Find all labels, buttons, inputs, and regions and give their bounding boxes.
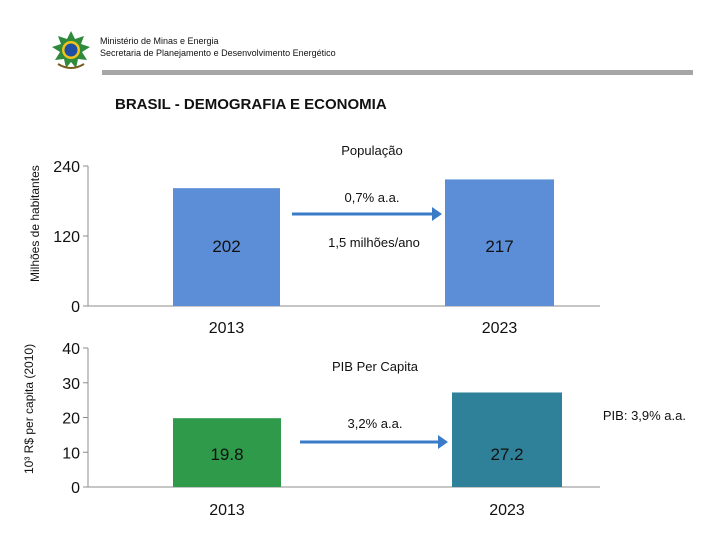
population-growth-arrow-head-icon <box>432 207 442 221</box>
pib-y-tick-label: 0 <box>71 480 80 497</box>
pib-category-label: 2023 <box>489 502 525 519</box>
population-chart-title: População <box>341 143 402 158</box>
pib-annotation: PIB: 3,9% a.a. <box>603 408 686 423</box>
pib-annotation: 3,2% a.a. <box>348 416 403 431</box>
pib-y-tick-label: 30 <box>62 376 80 393</box>
ministry-name: Ministério de Minas e Energia <box>100 36 219 46</box>
population-y-tick-label: 120 <box>53 229 80 246</box>
pib-bar-2013 <box>173 418 281 487</box>
pib-y-tick-label: 20 <box>62 411 80 428</box>
pib-y-tick-label: 10 <box>62 445 80 462</box>
page-title: BRASIL - DEMOGRAFIA E ECONOMIA <box>115 96 387 113</box>
pib-value-label: 27.2 <box>490 445 523 464</box>
pib-growth-arrow-head-icon <box>438 435 448 449</box>
pib-bar-2023 <box>452 392 562 487</box>
brazil-coat-of-arms-icon <box>52 31 90 69</box>
population-value-label: 217 <box>485 237 513 256</box>
population-y-tick-label: 0 <box>71 299 80 316</box>
secretariat-name: Secretaria de Planejamento e Desenvolvim… <box>100 48 336 58</box>
pib-category-label: 2013 <box>209 502 245 519</box>
population-category-label: 2013 <box>209 320 245 337</box>
population-annotation: 0,7% a.a. <box>345 190 400 205</box>
population-bar-2013 <box>173 188 280 306</box>
population-category-label: 2023 <box>482 320 518 337</box>
population-value-label: 202 <box>212 237 240 256</box>
pib-y-tick-label: 40 <box>62 341 80 358</box>
ministry-emblem <box>50 30 92 72</box>
pib-chart-title: PIB Per Capita <box>332 359 419 374</box>
pib-value-label: 19.8 <box>210 445 243 464</box>
population-y-tick-label: 240 <box>53 159 80 176</box>
population-bar-2023 <box>445 179 554 306</box>
header-rule <box>102 70 693 75</box>
population-annotation: 1,5 milhões/ano <box>328 235 420 250</box>
